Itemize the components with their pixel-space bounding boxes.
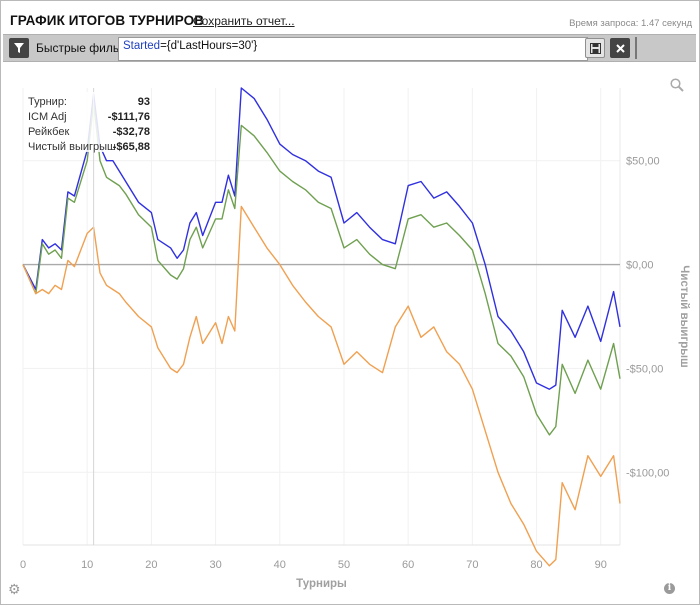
tooltip-value: -$32,78 bbox=[113, 126, 150, 138]
filter-value: ={d'LastHours=30'} bbox=[160, 40, 258, 52]
x-tick-label: 30 bbox=[209, 559, 221, 571]
toolbar-separator bbox=[635, 37, 637, 59]
filter-button[interactable] bbox=[9, 38, 29, 58]
gear-icon[interactable]: ⚙ bbox=[8, 581, 21, 597]
x-axis-label: Турниры bbox=[296, 578, 347, 590]
quick-filters-label: Быстрые фильтры bbox=[36, 41, 118, 55]
filter-icon bbox=[14, 43, 24, 53]
x-tick-label: 60 bbox=[402, 559, 414, 571]
y-tick-label: $0,00 bbox=[626, 260, 654, 272]
x-tick-label: 10 bbox=[81, 559, 93, 571]
tooltip-box bbox=[25, 92, 151, 152]
close-icon bbox=[615, 43, 625, 53]
tooltip-label: ICM Adj bbox=[28, 111, 67, 123]
zoom-icon bbox=[670, 78, 684, 92]
x-tick-label: 40 bbox=[274, 559, 286, 571]
save-icon bbox=[589, 42, 601, 54]
tooltip-value: 93 bbox=[138, 96, 150, 108]
series-line-3 bbox=[22, 205, 621, 567]
filter-toolbar: Быстрые фильтры Started={d'LastHours=30'… bbox=[3, 34, 696, 62]
x-tick-label: 50 bbox=[338, 559, 350, 571]
x-tick-label: 70 bbox=[466, 559, 478, 571]
save-report-link[interactable]: Сохранить отчет... bbox=[193, 14, 295, 28]
x-tick-label: 90 bbox=[595, 559, 607, 571]
x-tick-label: 80 bbox=[530, 559, 542, 571]
filter-input[interactable]: Started={d'LastHours=30'} bbox=[118, 37, 588, 61]
y-tick-label: -$100,00 bbox=[626, 467, 669, 479]
info-icon[interactable]: i bbox=[664, 583, 675, 594]
x-tick-label: 0 bbox=[20, 559, 26, 571]
tooltip-value: -$111,76 bbox=[108, 111, 150, 123]
page-title: ГРАФИК ИТОГОВ ТУРНИРОВ bbox=[10, 13, 205, 28]
tooltip-label: Чистый выигрыш bbox=[28, 141, 116, 153]
tooltip-label: Турнир: bbox=[28, 96, 67, 108]
clear-filter-button[interactable] bbox=[610, 38, 630, 58]
y-tick-label: $50,00 bbox=[626, 156, 660, 168]
tooltip-label: Рейкбек bbox=[28, 126, 69, 138]
y-tick-label: -$50,00 bbox=[626, 363, 663, 375]
query-time-label: Время запроса: 1.47 секунд bbox=[569, 18, 692, 29]
tooltip-value: -$65,88 bbox=[113, 141, 150, 153]
x-tick-label: 20 bbox=[145, 559, 157, 571]
y-axis-label: Чистый выигрыш bbox=[678, 265, 690, 367]
zoom-button[interactable] bbox=[670, 78, 684, 97]
filter-keyword: Started bbox=[123, 40, 161, 52]
save-filter-button[interactable] bbox=[585, 38, 605, 58]
